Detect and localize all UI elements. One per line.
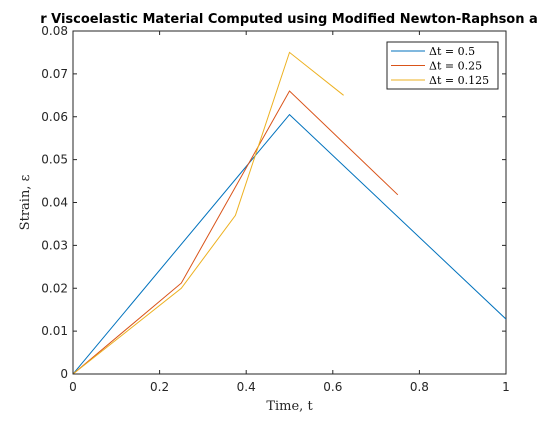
y-tick-label: 0 — [60, 367, 68, 381]
x-axis-label: Time, t — [266, 399, 313, 414]
y-tick-label: 0.02 — [41, 281, 68, 295]
y-tick-label: 0.06 — [41, 110, 68, 124]
y-tick-label: 0.05 — [41, 153, 68, 167]
y-tick-label: 0.04 — [41, 196, 68, 210]
series-line-2 — [73, 90, 399, 374]
y-tick-label: 0.01 — [41, 324, 68, 338]
legend-label-1: Δt = 0.5 — [429, 45, 475, 58]
tick-layer: 0 0.2 0.4 0.6 0.8 1 0 0.01 0.02 0.03 0.04 0.05 0.06 0… — [41, 24, 510, 394]
series-line-3 — [73, 51, 344, 374]
y-axis-label: Strain, ε — [18, 174, 33, 230]
series-layer — [73, 51, 506, 374]
legend-label-2: Δt = 0.25 — [429, 60, 482, 73]
y-tick-label: 0.03 — [41, 238, 68, 252]
x-tick-label: 0.4 — [237, 380, 256, 394]
series-line-1 — [73, 113, 506, 374]
x-tick-label: 0.8 — [410, 380, 429, 394]
chart-title: r Viscoelastic Material Computed using M… — [40, 12, 538, 27]
y-tick-label: 0.07 — [41, 67, 68, 81]
x-tick-label: 0.2 — [150, 380, 169, 394]
x-tick-label: 1 — [502, 380, 510, 394]
legend-label-3: Δt = 0.125 — [429, 74, 489, 87]
x-tick-label: 0.6 — [323, 380, 342, 394]
x-tick-label: 0 — [69, 380, 77, 394]
y-tick-label: 0.08 — [41, 24, 68, 38]
